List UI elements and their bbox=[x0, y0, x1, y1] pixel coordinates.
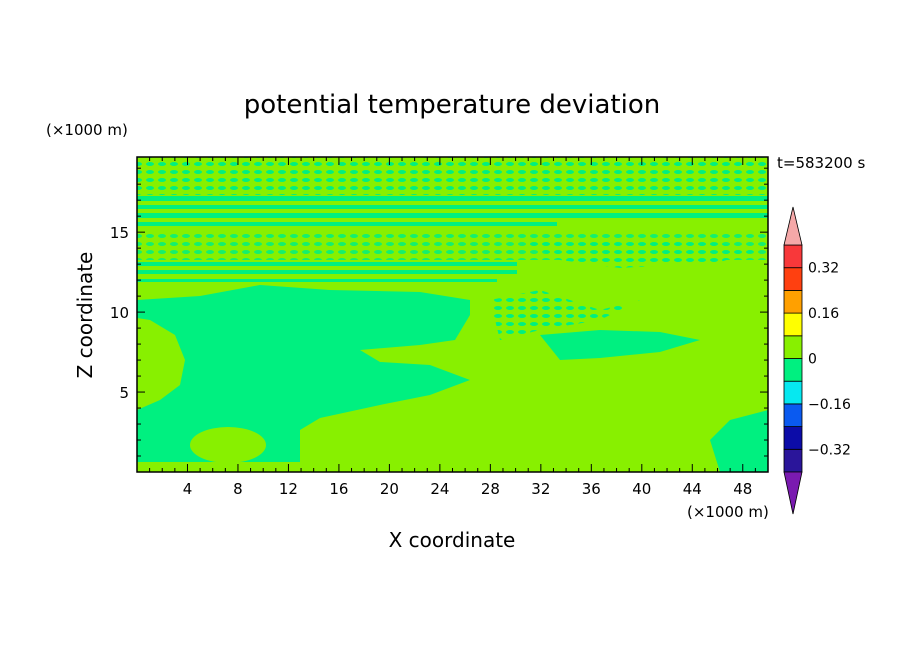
x-axis-label: X coordinate bbox=[389, 528, 516, 552]
colorbar-label: 0.32 bbox=[808, 261, 839, 277]
negative-region bbox=[540, 330, 700, 360]
colorbar-segment bbox=[783, 312, 803, 337]
colorbar-segment bbox=[783, 267, 803, 291]
positive-region bbox=[137, 462, 768, 472]
colorbar-segment bbox=[783, 244, 803, 269]
colorbar-over-arrow bbox=[783, 206, 803, 246]
x-tick-label: 48 bbox=[733, 480, 752, 498]
stratified-band bbox=[137, 270, 517, 274]
wave-band bbox=[520, 240, 760, 268]
y-tick-label: 10 bbox=[110, 304, 129, 322]
colorbar-under-arrow bbox=[783, 471, 803, 515]
x-tick-label: 4 bbox=[183, 480, 193, 498]
stratified-band bbox=[137, 196, 768, 201]
x-tick-label: 16 bbox=[329, 480, 348, 498]
x-tick-label: 28 bbox=[481, 480, 500, 498]
plot-field bbox=[137, 157, 768, 472]
stratified-band bbox=[137, 205, 768, 209]
x-tick-label: 8 bbox=[233, 480, 243, 498]
colorbar-label: −0.16 bbox=[808, 397, 851, 413]
stratified-band bbox=[137, 262, 517, 266]
stratified-band bbox=[137, 213, 768, 218]
x-unit-label: (×1000 m) bbox=[687, 503, 769, 521]
stratified-band bbox=[137, 222, 557, 226]
negative-region bbox=[137, 285, 470, 472]
negative-region bbox=[710, 410, 768, 472]
time-label: t=583200 s bbox=[777, 154, 865, 172]
y-tick-label: 5 bbox=[119, 384, 129, 402]
chart-title: potential temperature deviation bbox=[244, 90, 660, 120]
x-axis: 4 8 12 16 20 24 28 32 36 40 44 48 bbox=[149, 157, 756, 498]
x-tick-label: 24 bbox=[430, 480, 449, 498]
x-tick-label: 12 bbox=[279, 480, 298, 498]
colorbar-segment bbox=[783, 403, 803, 427]
y-axis: 5 10 15 bbox=[110, 167, 768, 457]
colorbar-segment bbox=[783, 358, 803, 382]
y-axis-label: Z coordinate bbox=[73, 252, 97, 379]
x-tick-label: 20 bbox=[380, 480, 399, 498]
colorbar-label: 0.16 bbox=[808, 306, 839, 322]
colorbar: 0.32 0.16 0 −0.16 −0.32 bbox=[783, 206, 851, 515]
colorbar-segment bbox=[783, 426, 803, 450]
y-tick-label: 15 bbox=[110, 224, 129, 242]
x-tick-label: 36 bbox=[582, 480, 601, 498]
positive-region bbox=[137, 318, 185, 410]
colorbar-label: 0 bbox=[808, 352, 817, 368]
x-tick-label: 44 bbox=[683, 480, 702, 498]
colorbar-segment bbox=[783, 380, 803, 405]
upper-ripple-band bbox=[137, 157, 768, 195]
x-tick-label: 32 bbox=[531, 480, 550, 498]
positive-region bbox=[190, 427, 266, 463]
colorbar-segment bbox=[783, 289, 803, 314]
stratified-band bbox=[137, 279, 497, 282]
colorbar-segment bbox=[783, 448, 803, 473]
x-tick-label: 40 bbox=[632, 480, 651, 498]
colorbar-segment bbox=[783, 335, 803, 359]
y-unit-label: (×1000 m) bbox=[46, 121, 128, 139]
wave-band bbox=[490, 290, 640, 340]
colorbar-label: −0.32 bbox=[808, 442, 851, 458]
